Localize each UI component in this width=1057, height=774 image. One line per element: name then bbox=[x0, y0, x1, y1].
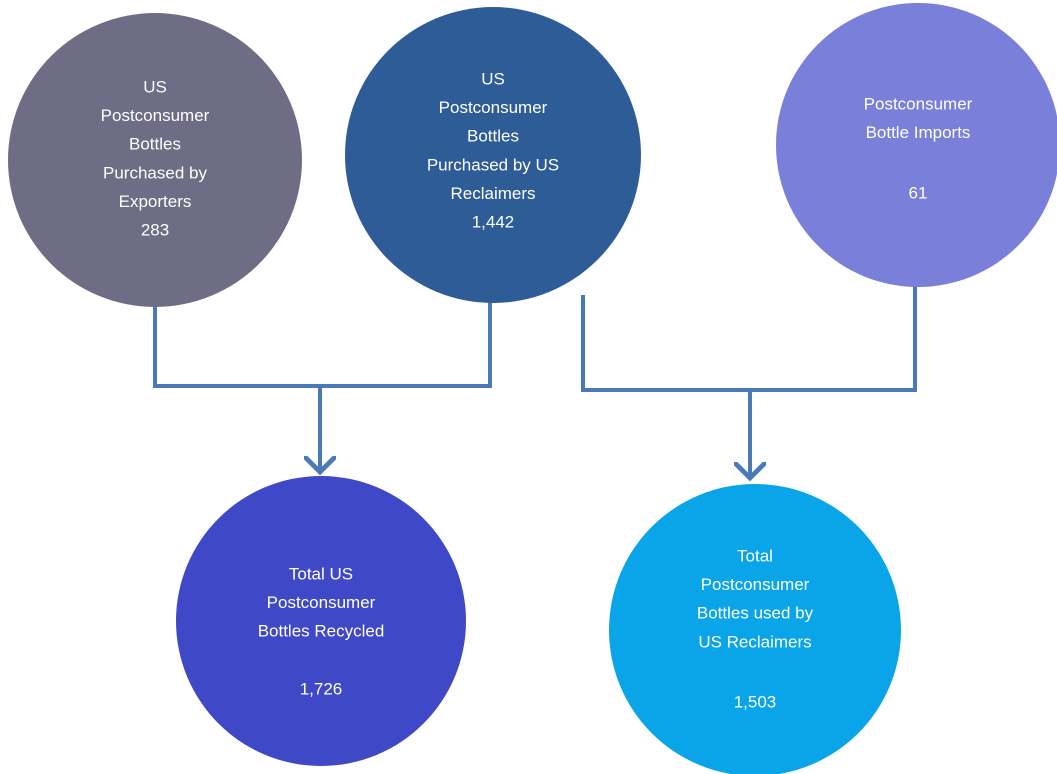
node-value: 1,442 bbox=[472, 212, 515, 231]
node-label: Postconsumer bbox=[701, 575, 810, 594]
node: Total Postconsumer Bottles used by US Recla… bbox=[609, 484, 901, 774]
connector bbox=[153, 300, 492, 388]
node-label: Purchased by bbox=[103, 163, 207, 182]
connector bbox=[581, 285, 917, 392]
node-value: 61 bbox=[909, 183, 928, 202]
node-label: Postconsumer bbox=[267, 593, 376, 612]
node-label: Exporters bbox=[119, 192, 192, 211]
node-label: Total US bbox=[289, 564, 353, 583]
node-circle bbox=[8, 13, 302, 307]
node-circle bbox=[345, 7, 641, 303]
node-value: 1,503 bbox=[734, 692, 777, 711]
node: US Postconsumer Bottles Purchased by US Recl… bbox=[345, 7, 641, 303]
node-label: Purchased by US bbox=[427, 155, 559, 174]
node: US Postconsumer Bottles Purchased by Exporte… bbox=[8, 13, 302, 307]
node: Total US Postconsumer Bottles Recycled 1,72… bbox=[176, 476, 466, 766]
connectors bbox=[153, 285, 917, 478]
node-value: 1,726 bbox=[300, 679, 343, 698]
node-label: Bottles bbox=[467, 127, 519, 146]
node-label: Postconsumer bbox=[101, 106, 210, 125]
node-label: Total bbox=[737, 546, 773, 565]
node-label: Reclaimers bbox=[450, 184, 535, 203]
node-label: Bottles bbox=[129, 135, 181, 154]
node-circle bbox=[776, 3, 1057, 287]
node-label: US bbox=[143, 77, 167, 96]
node-value: 283 bbox=[141, 220, 169, 239]
node-label: Bottles used by bbox=[697, 604, 814, 623]
node-circle bbox=[609, 484, 901, 774]
node-label: US bbox=[481, 69, 505, 88]
node-label: Bottles Recycled bbox=[258, 622, 385, 641]
node: Postconsumer Bottle Imports 61 bbox=[776, 3, 1057, 287]
node-label: Bottle Imports bbox=[866, 123, 971, 142]
node-label: Postconsumer bbox=[439, 98, 548, 117]
node-label: Postconsumer bbox=[864, 94, 973, 113]
node-label: US Reclaimers bbox=[698, 632, 811, 651]
node-circle bbox=[176, 476, 466, 766]
